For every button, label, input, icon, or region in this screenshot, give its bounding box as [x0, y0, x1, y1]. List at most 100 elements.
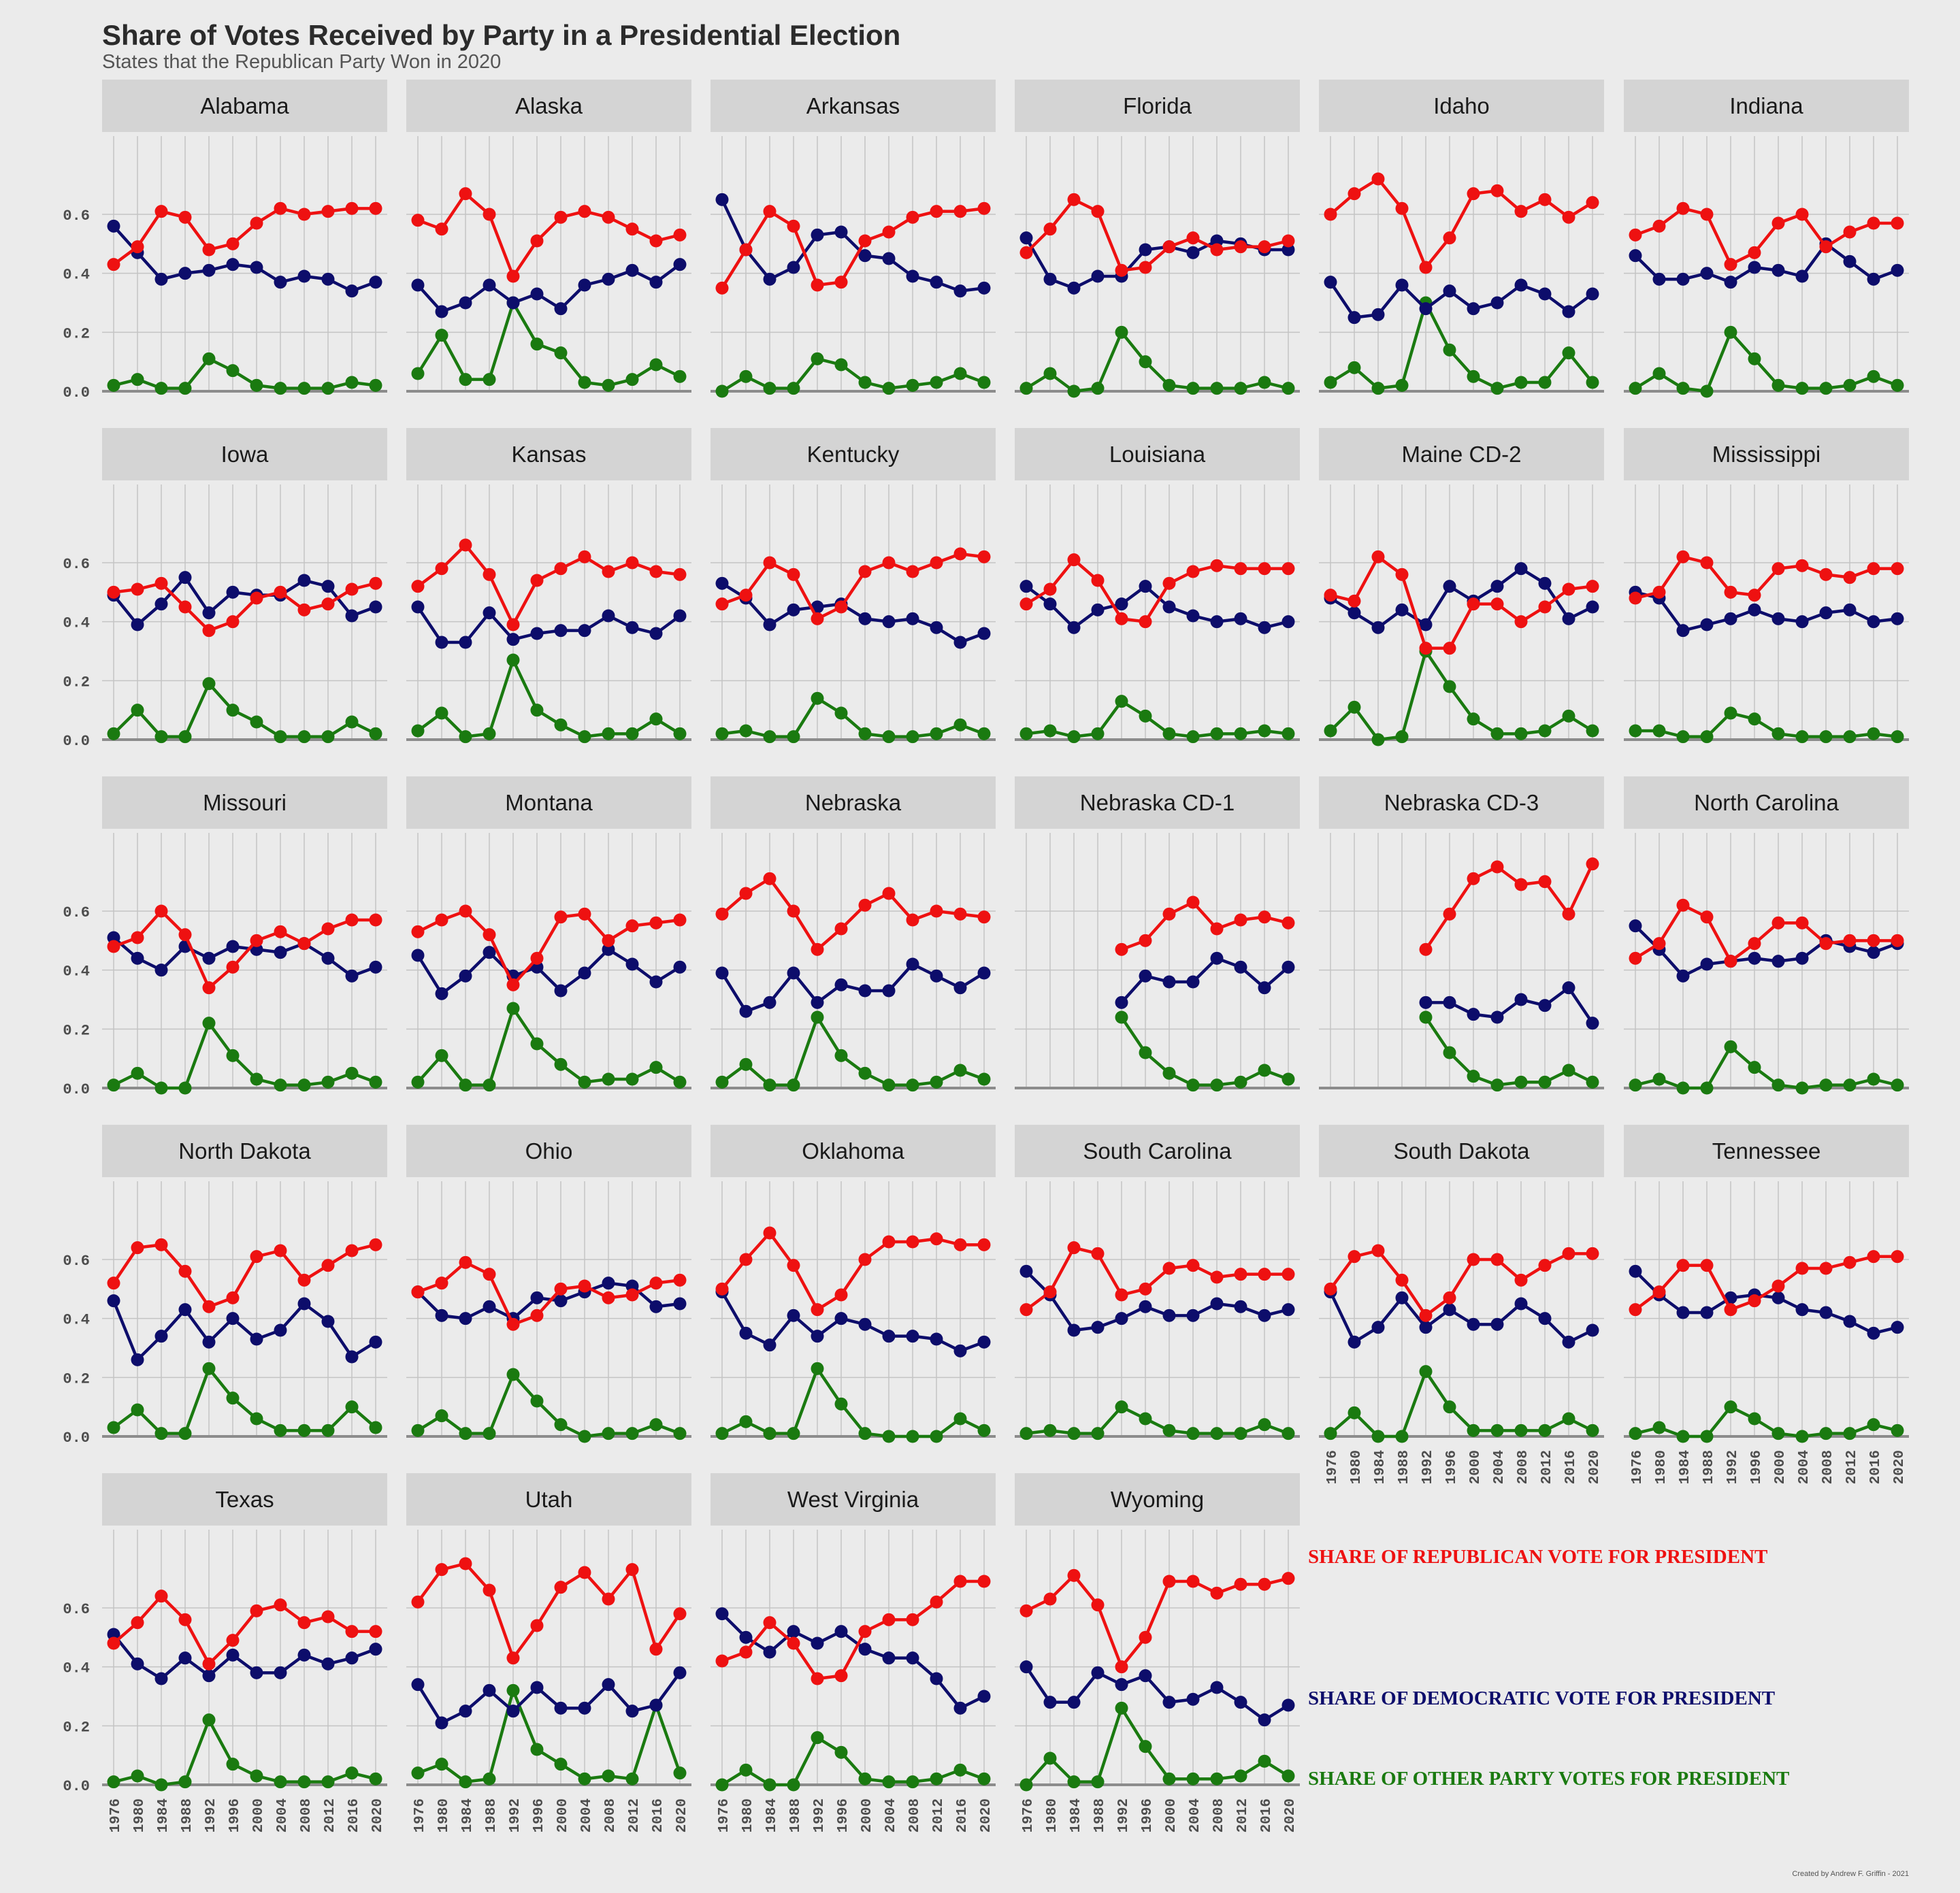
other-point — [1091, 382, 1105, 395]
democratic-point — [483, 1683, 496, 1697]
democratic-point — [649, 975, 663, 989]
x-tick-label: 1976 — [717, 1798, 732, 1832]
democratic-point — [345, 1651, 359, 1665]
democratic-point — [1019, 1264, 1033, 1278]
republican-point — [250, 934, 263, 947]
other-point — [1234, 382, 1247, 395]
other-point — [107, 727, 120, 740]
republican-point — [1234, 1577, 1247, 1591]
other-point — [1115, 695, 1128, 708]
other-point — [1629, 724, 1642, 738]
other-point — [1795, 1430, 1809, 1443]
other-point — [435, 1049, 448, 1062]
democratic-point — [1700, 957, 1714, 971]
democratic-point — [763, 618, 777, 631]
other-point — [649, 1418, 663, 1432]
democratic-point — [811, 228, 824, 242]
republican-point — [715, 281, 729, 295]
other-point — [1867, 1418, 1880, 1432]
other-point — [578, 1772, 591, 1785]
other-point — [1043, 1423, 1057, 1437]
republican-point — [715, 1654, 729, 1668]
democratic-point — [1162, 1308, 1176, 1322]
republican-point — [1139, 1630, 1152, 1644]
other-line — [1635, 711, 1898, 738]
democratic-point — [1186, 975, 1200, 989]
democratic-point — [882, 615, 896, 629]
other-point — [506, 1002, 520, 1015]
other-point — [530, 1037, 544, 1051]
other-point — [739, 1057, 753, 1071]
other-point — [1091, 1775, 1105, 1789]
facet-title: Alabama — [200, 93, 289, 118]
democratic-point — [811, 995, 824, 1009]
other-point — [1538, 1075, 1552, 1089]
republican-point — [1019, 597, 1033, 611]
republican-point — [1019, 1303, 1033, 1317]
democratic-point — [321, 580, 335, 593]
democratic-point — [763, 1645, 777, 1659]
other-point — [107, 1421, 120, 1434]
other-point — [1210, 727, 1224, 740]
republican-point — [977, 1238, 991, 1251]
other-point — [1490, 1079, 1504, 1092]
republican-point — [578, 205, 591, 218]
other-point — [834, 358, 848, 372]
other-point — [554, 1418, 568, 1432]
republican-point — [953, 1575, 967, 1588]
democratic-point — [906, 269, 919, 283]
other-point — [1281, 1427, 1295, 1441]
republican-point — [1700, 910, 1714, 924]
democratic-point — [506, 1705, 520, 1718]
other-point — [602, 378, 615, 392]
democratic-point — [178, 1303, 192, 1317]
other-point — [226, 1758, 240, 1771]
republican-point — [1748, 937, 1761, 951]
democratic-point — [1629, 1264, 1642, 1278]
republican-point — [1490, 1253, 1504, 1266]
y-tick-label: 0.2 — [63, 1370, 90, 1387]
other-point — [625, 1072, 639, 1086]
republican-point — [1043, 223, 1057, 236]
republican-point — [1115, 1660, 1128, 1674]
other-point — [1467, 1070, 1480, 1083]
other-point — [977, 1072, 991, 1086]
republican-point — [131, 1616, 144, 1630]
other-point — [226, 364, 240, 378]
republican-point — [554, 1282, 568, 1296]
democratic-point — [953, 636, 967, 649]
other-point — [1019, 727, 1033, 740]
democratic-point — [673, 1297, 687, 1311]
democratic-point — [1700, 618, 1714, 631]
republican-point — [226, 1291, 240, 1304]
y-tick-label: 0.6 — [63, 1601, 90, 1618]
democratic-point — [1234, 960, 1247, 974]
republican-point — [1210, 1270, 1224, 1284]
democratic-point — [369, 1335, 382, 1349]
republican-point — [554, 1581, 568, 1594]
y-tick-label: 0.4 — [63, 1660, 90, 1677]
democratic-point — [715, 966, 729, 980]
democratic-point — [202, 951, 216, 965]
republican-point — [345, 1625, 359, 1639]
republican-point — [1419, 642, 1433, 655]
republican-point — [1724, 585, 1737, 599]
other-point — [1843, 1079, 1857, 1092]
democratic-point — [1419, 995, 1433, 1009]
facet-strip — [406, 428, 691, 480]
republican-point — [1771, 216, 1785, 230]
republican-point — [202, 243, 216, 257]
x-tick-label: 1996 — [1749, 1450, 1765, 1484]
other-point — [1281, 382, 1295, 395]
democratic-point — [554, 302, 568, 316]
democratic-point — [625, 957, 639, 971]
democratic-point — [1771, 1291, 1785, 1304]
democratic-point — [1091, 603, 1105, 616]
democratic-point — [131, 1657, 144, 1670]
democratic-point — [1748, 261, 1761, 274]
republican-line — [721, 1231, 984, 1311]
y-tick-label: 0.0 — [63, 1081, 90, 1098]
democratic-point — [1139, 580, 1152, 593]
other-point — [1819, 1427, 1833, 1441]
other-point — [834, 1049, 848, 1062]
